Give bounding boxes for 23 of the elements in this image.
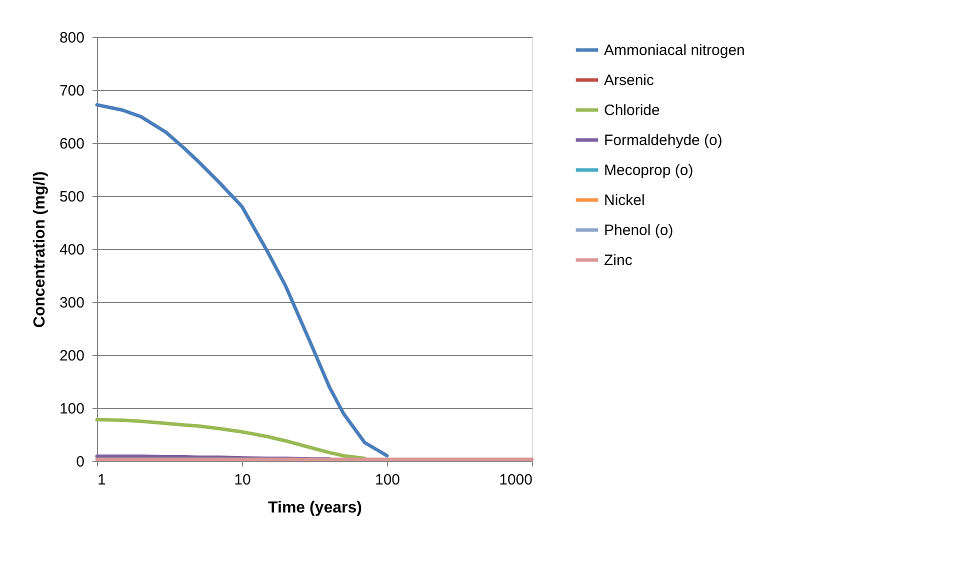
y-tick-label: 400: [59, 242, 84, 258]
x-axis-title: Time (years): [268, 500, 362, 516]
x-tick-label: 1: [98, 472, 106, 488]
y-tick-label: 500: [59, 188, 84, 206]
legend-label: Ammoniacal nitrogen: [604, 42, 745, 59]
y-tick-label: 800: [59, 30, 84, 46]
y-tick-label: 200: [59, 348, 84, 364]
y-tick-label: 100: [59, 400, 84, 418]
legend-label: Formaldehyde (o): [604, 132, 722, 149]
legend-label: Zinc: [604, 252, 633, 269]
x-tick-label: 1000: [499, 472, 532, 488]
legend-label: Phenol (o): [604, 222, 674, 239]
y-tick-label: 700: [59, 82, 84, 100]
y-tick-label: 300: [59, 294, 84, 312]
legend-label: Nickel: [604, 192, 645, 209]
legend-label: Arsenic: [604, 72, 655, 89]
y-tick-label: 0: [76, 454, 84, 470]
y-tick-label: 600: [59, 136, 84, 152]
x-tick-label: 100: [374, 472, 400, 488]
legend-label: Mecoprop (o): [604, 162, 694, 179]
x-tick-label: 10: [234, 472, 251, 488]
legend-label: Chloride: [604, 102, 660, 119]
y-axis-title: Concentration (mg/l): [31, 171, 48, 328]
